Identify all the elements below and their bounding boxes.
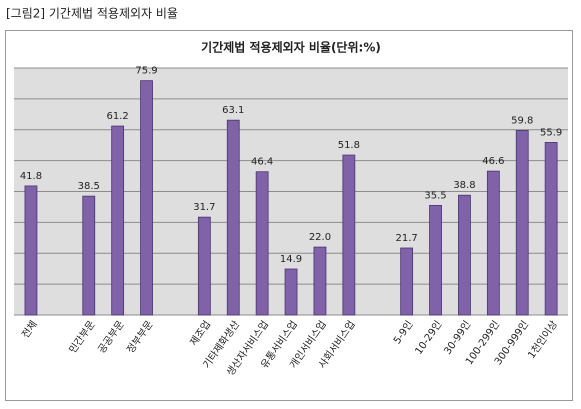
- value-label: 38.5: [78, 181, 100, 192]
- value-label: 38.8: [453, 180, 475, 191]
- bar: [429, 204, 442, 316]
- bar: [226, 119, 240, 316]
- value-label: 22.0: [309, 232, 331, 243]
- value-label: 41.8: [20, 171, 42, 182]
- value-label: 51.8: [338, 140, 360, 151]
- value-label: 46.4: [251, 157, 273, 168]
- bar: [82, 195, 96, 316]
- bar: [255, 171, 269, 316]
- value-label: 61.2: [107, 111, 129, 122]
- value-label: 46.6: [482, 156, 504, 167]
- bar: [486, 170, 500, 316]
- value-label: 55.9: [540, 127, 562, 138]
- bar: [111, 125, 125, 316]
- value-label: 14.9: [280, 254, 302, 265]
- value-label: 63.1: [222, 105, 244, 116]
- value-label: 31.7: [193, 202, 215, 213]
- value-label: 21.7: [396, 233, 418, 244]
- bar: [284, 268, 298, 316]
- value-label: 75.9: [135, 66, 157, 77]
- bar: [140, 80, 153, 316]
- bar: [458, 194, 471, 316]
- bar: [313, 246, 327, 316]
- bar: [515, 129, 529, 316]
- chart-title: 기간제법 적용제외자 비율(단위:%): [201, 40, 381, 55]
- bar: [197, 216, 211, 316]
- bar: [400, 247, 414, 316]
- caption: [그림2] 기간제법 적용제외자 비율: [6, 7, 178, 21]
- value-label: 59.8: [511, 115, 533, 126]
- bar: [544, 142, 558, 316]
- value-label: 35.5: [424, 190, 446, 201]
- bar: [24, 185, 38, 316]
- bar: [342, 154, 356, 316]
